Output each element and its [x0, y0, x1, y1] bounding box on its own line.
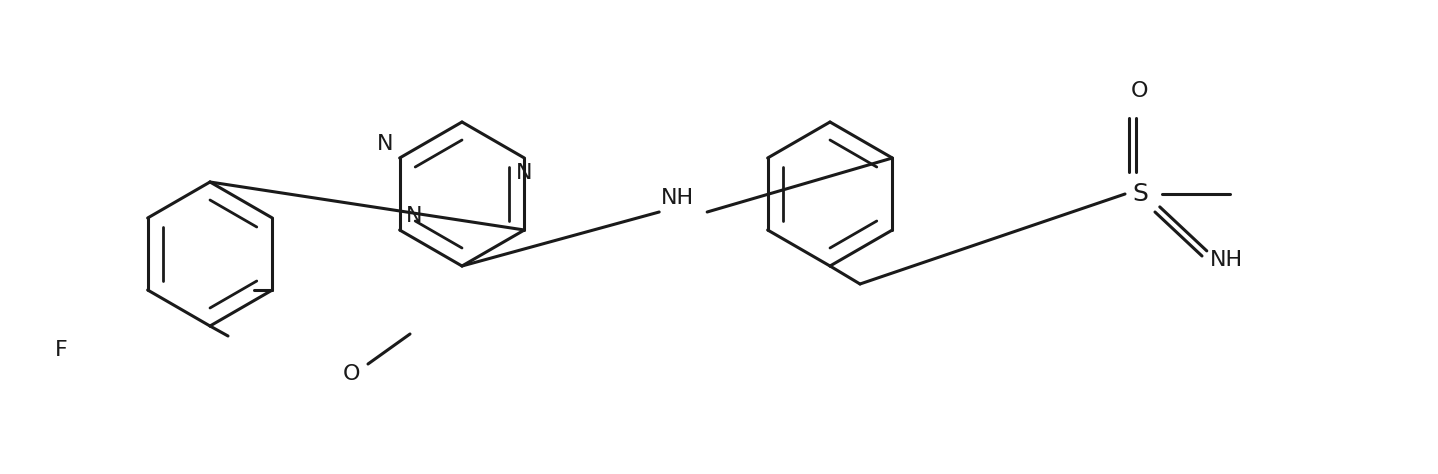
Text: NH: NH: [660, 188, 693, 208]
Text: N: N: [406, 206, 423, 226]
Text: O: O: [344, 364, 361, 384]
Text: N: N: [516, 163, 532, 183]
Text: S: S: [1132, 182, 1148, 206]
Text: N: N: [377, 134, 394, 154]
Text: NH: NH: [1209, 250, 1242, 270]
Text: O: O: [1132, 81, 1149, 101]
Text: F: F: [55, 340, 68, 360]
